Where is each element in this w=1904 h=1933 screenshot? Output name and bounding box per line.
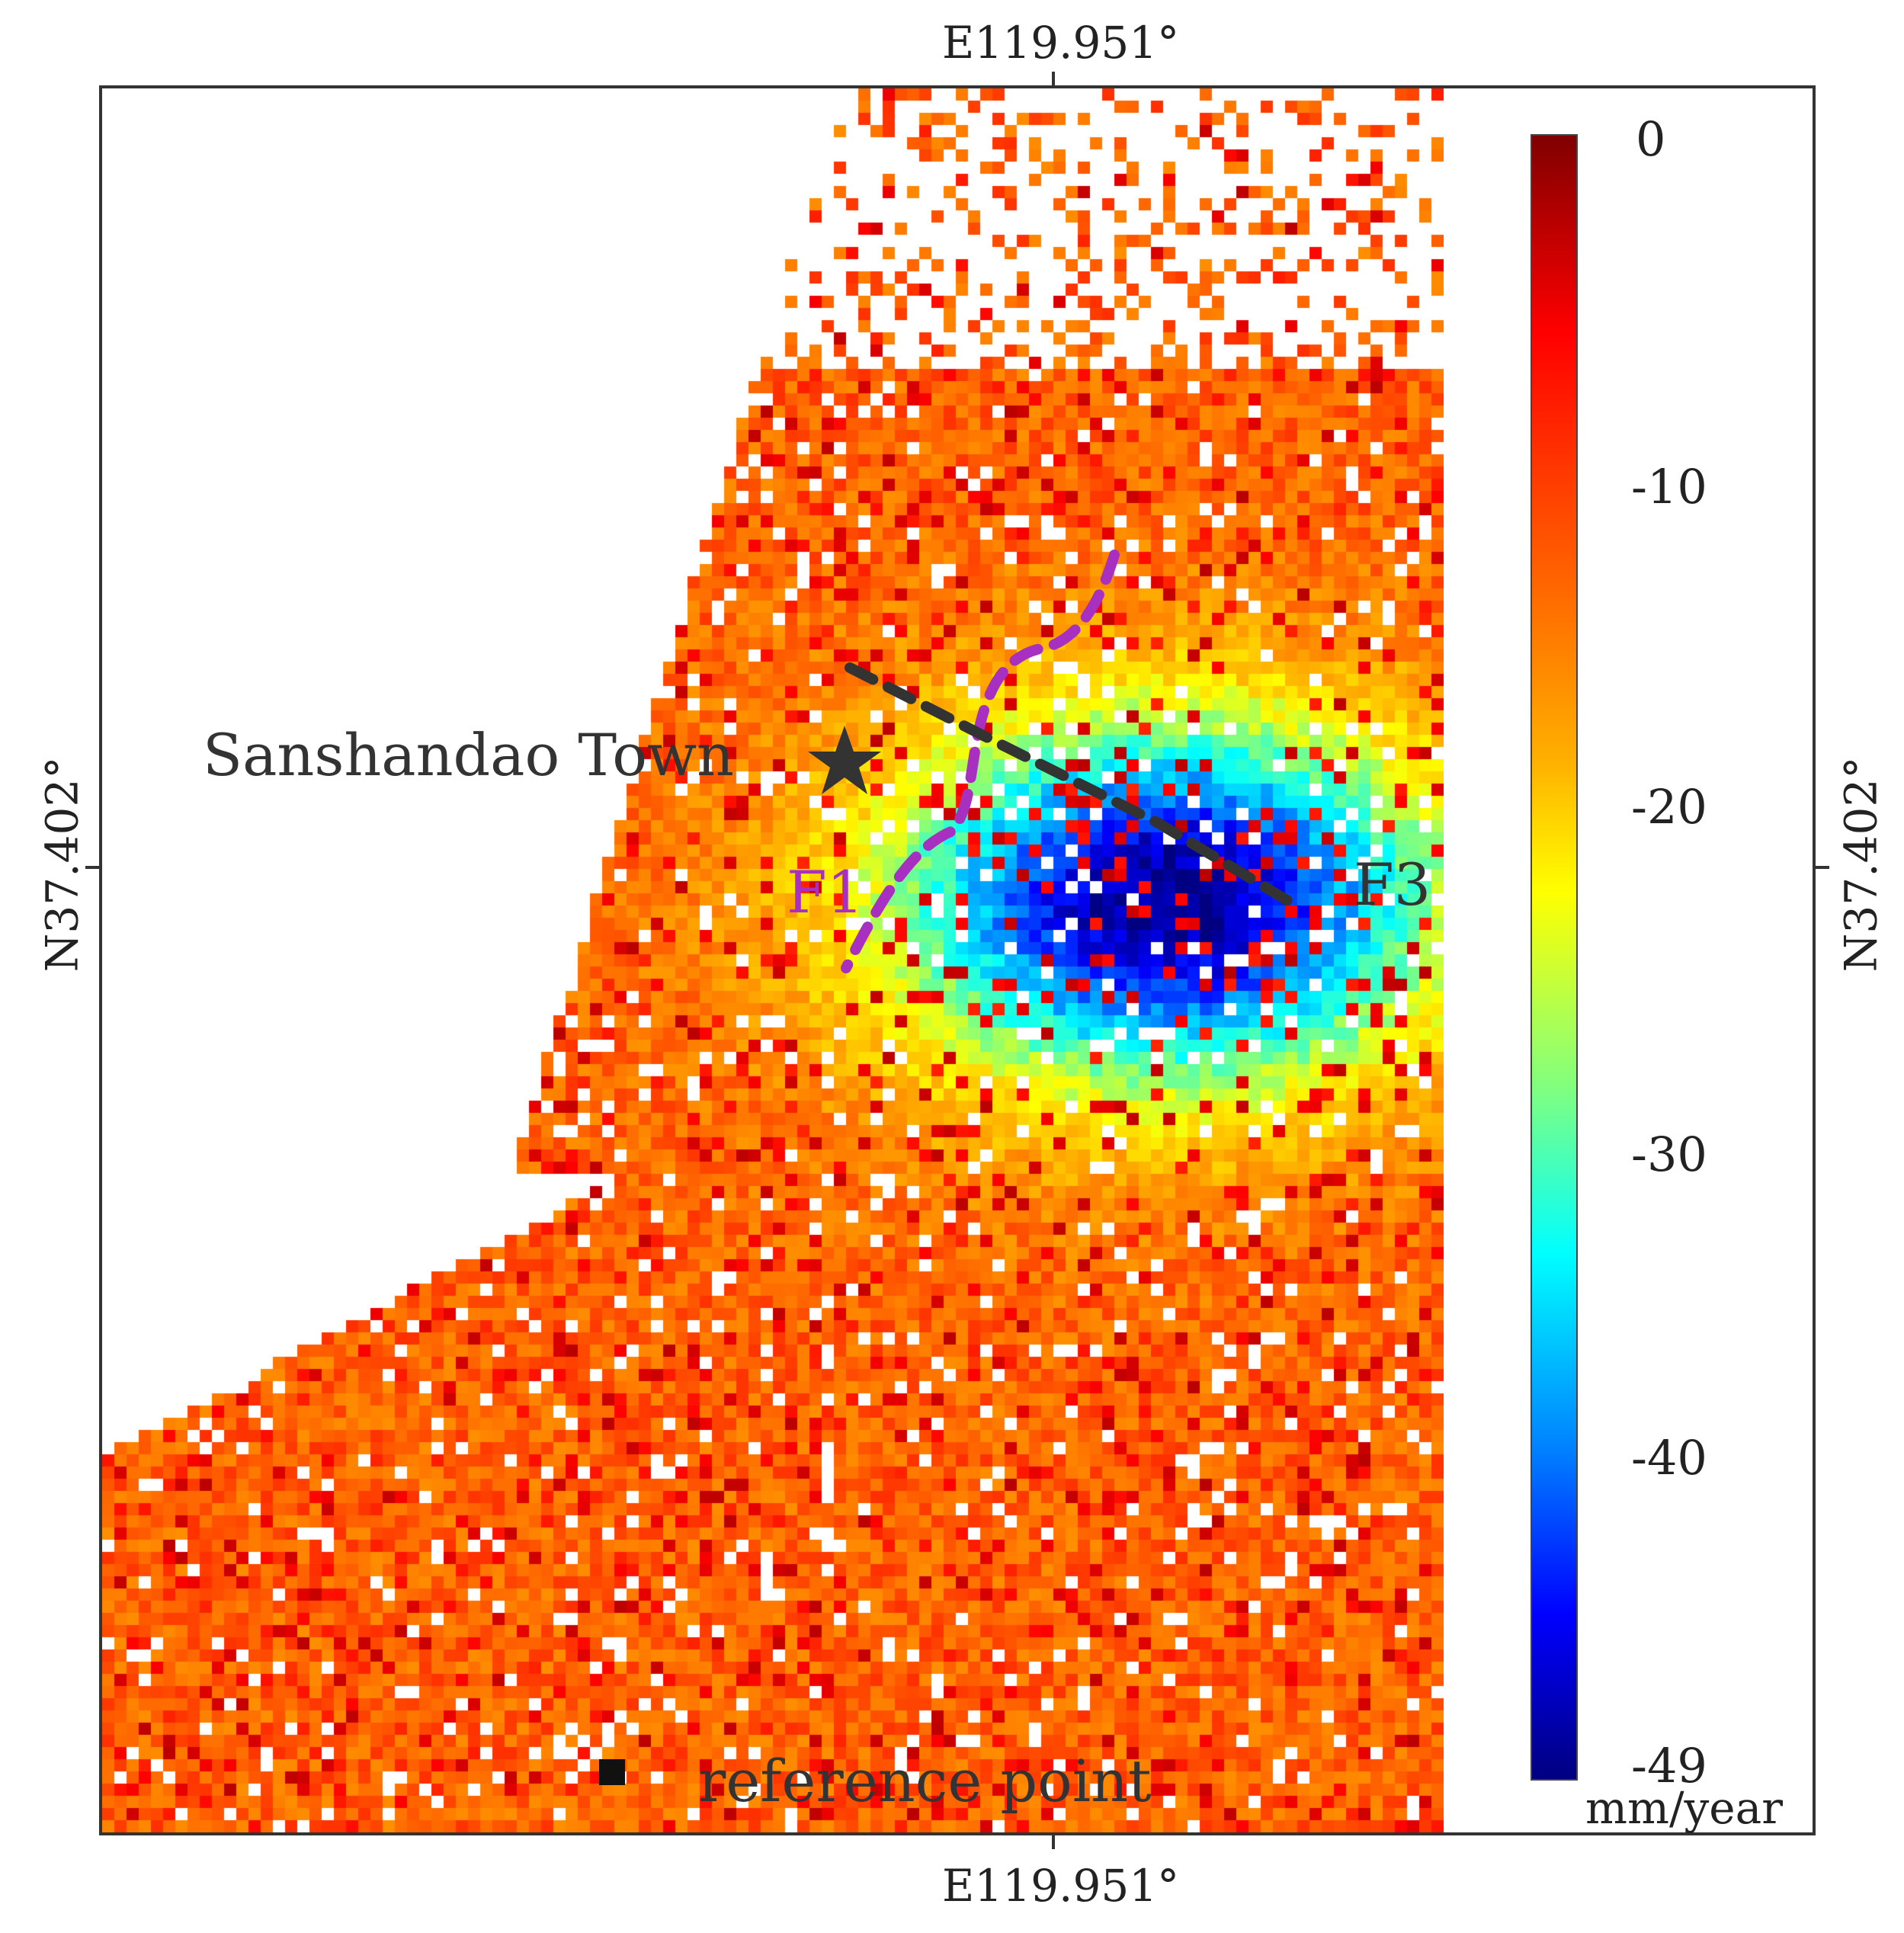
left-tick: [85, 866, 101, 869]
bottom-tick: [1052, 1834, 1055, 1849]
deformation-raster: [102, 88, 1444, 1832]
fault-f3-line: [845, 662, 1293, 906]
fault-f3-label: F3: [1354, 851, 1431, 918]
star-icon: [808, 726, 881, 794]
colorbar-tick-3: -30: [1631, 1127, 1707, 1182]
fault-f1-label: F1: [787, 858, 864, 926]
fault-f1-line: [841, 550, 1120, 973]
colorbar-unit: mm/year: [1585, 1782, 1783, 1834]
reference-point-marker: [599, 1759, 625, 1785]
reference-point-label: reference point: [698, 1747, 1152, 1815]
colorbar-tick-5: -49: [1631, 1738, 1707, 1794]
colorbar-tick-1: -10: [1631, 459, 1707, 515]
colorbar: [1531, 134, 1578, 1781]
top-tick: [1052, 72, 1055, 87]
deformation-map: [99, 85, 1816, 1835]
colorbar-tick-2: -20: [1631, 779, 1707, 835]
town-label: Sanshandao Town: [203, 721, 734, 789]
bottom-longitude-label: E119.951°: [942, 1860, 1180, 1912]
colorbar-tick-0: 0: [1636, 111, 1666, 167]
right-tick: [1814, 866, 1829, 869]
top-longitude-label: E119.951°: [942, 17, 1180, 69]
colorbar-tick-4: -40: [1631, 1430, 1707, 1486]
